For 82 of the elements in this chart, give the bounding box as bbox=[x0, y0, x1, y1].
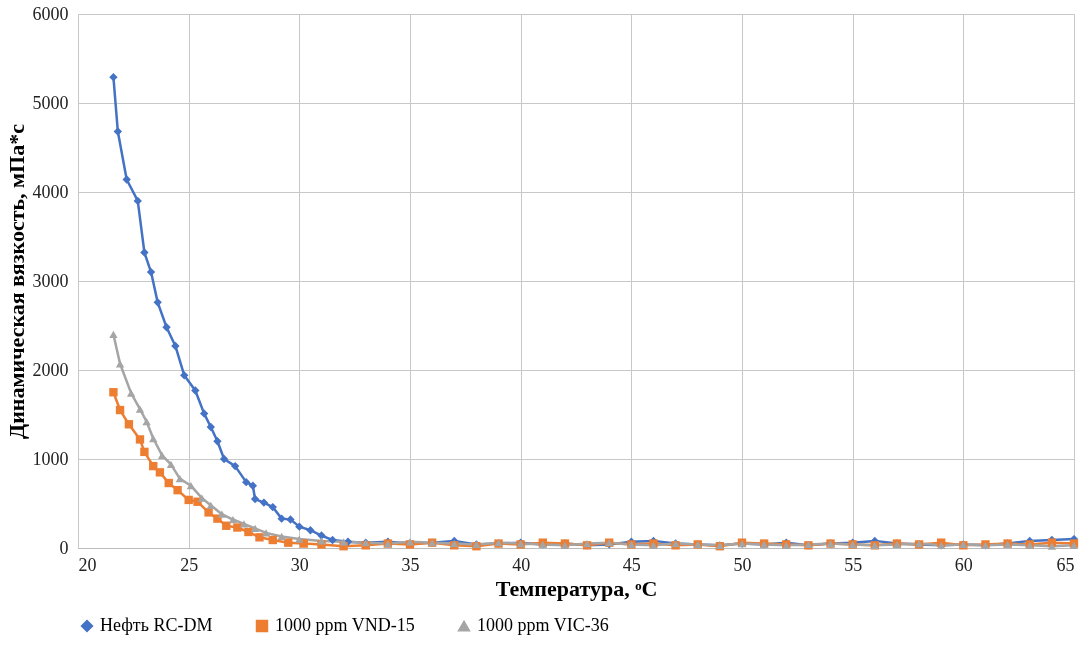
point bbox=[204, 508, 213, 517]
point bbox=[191, 386, 200, 395]
point bbox=[244, 527, 253, 537]
legend-label: Нефть RC-DM bbox=[100, 615, 213, 635]
point bbox=[222, 521, 231, 530]
point bbox=[295, 535, 304, 543]
point bbox=[213, 437, 222, 446]
point bbox=[140, 447, 149, 457]
point bbox=[135, 405, 145, 413]
point bbox=[248, 481, 258, 490]
y-tick-label: 3000 bbox=[32, 270, 69, 291]
point bbox=[140, 248, 149, 257]
x-tick-label: 55 bbox=[844, 554, 863, 575]
y-tick-label: 6000 bbox=[32, 3, 69, 24]
point bbox=[135, 435, 145, 444]
point bbox=[268, 535, 277, 545]
point bbox=[122, 175, 131, 184]
x-tick-label: 50 bbox=[733, 554, 752, 575]
point bbox=[171, 341, 180, 351]
point bbox=[250, 524, 260, 533]
point bbox=[239, 520, 249, 528]
y-tick-label: 2000 bbox=[32, 359, 69, 380]
point bbox=[109, 73, 118, 82]
y-tick-label: 5000 bbox=[32, 92, 69, 113]
point bbox=[155, 468, 165, 477]
legend-label: 1000 ppm VIC-36 bbox=[477, 615, 609, 635]
point bbox=[146, 267, 156, 277]
point bbox=[126, 389, 136, 397]
point bbox=[164, 478, 173, 488]
y-axis-title: Динамическая вязкость, мПа*с bbox=[3, 123, 29, 439]
point bbox=[199, 409, 209, 418]
point bbox=[286, 515, 295, 524]
point bbox=[277, 532, 286, 541]
point bbox=[242, 477, 251, 487]
point bbox=[255, 533, 264, 542]
point bbox=[173, 485, 182, 495]
x-tick-label: 60 bbox=[954, 554, 973, 575]
x-tick-label: 35 bbox=[401, 554, 420, 575]
point bbox=[1047, 542, 1057, 550]
point bbox=[184, 495, 193, 505]
point bbox=[217, 510, 227, 518]
point bbox=[124, 420, 134, 429]
legend-label: 1000 ppm VND-15 bbox=[275, 615, 415, 635]
point bbox=[115, 405, 125, 415]
point bbox=[162, 323, 171, 332]
point bbox=[180, 371, 189, 380]
point bbox=[250, 494, 260, 504]
point bbox=[339, 538, 348, 546]
point bbox=[206, 422, 215, 432]
point bbox=[109, 388, 118, 397]
point bbox=[153, 298, 162, 307]
x-tick-label: 65 bbox=[1056, 554, 1075, 575]
point bbox=[306, 526, 315, 535]
point bbox=[295, 522, 304, 531]
x-tick-label: 25 bbox=[180, 554, 199, 575]
x-tick-label: 40 bbox=[512, 554, 531, 575]
y-tick-label: 0 bbox=[59, 537, 69, 558]
point bbox=[277, 514, 286, 523]
point bbox=[328, 535, 337, 545]
x-tick-label: 30 bbox=[290, 554, 309, 575]
point bbox=[109, 330, 118, 339]
point bbox=[284, 538, 293, 547]
point bbox=[133, 196, 142, 206]
point bbox=[175, 474, 184, 483]
x-axis-title: Температура, ᵒC bbox=[495, 575, 658, 601]
point bbox=[317, 531, 326, 540]
point bbox=[149, 434, 158, 443]
point bbox=[268, 502, 277, 512]
point bbox=[166, 460, 176, 468]
point bbox=[233, 523, 242, 532]
point bbox=[219, 454, 229, 464]
point bbox=[317, 537, 326, 545]
point bbox=[230, 461, 240, 471]
point bbox=[142, 418, 151, 426]
x-tick-label: 45 bbox=[622, 554, 641, 575]
point bbox=[259, 498, 269, 507]
x-tick-label: 20 bbox=[78, 554, 97, 575]
point bbox=[228, 515, 238, 524]
point bbox=[113, 127, 123, 136]
y-tick-label: 1000 bbox=[32, 448, 69, 469]
point bbox=[115, 360, 125, 368]
y-tick-label: 4000 bbox=[32, 181, 69, 202]
